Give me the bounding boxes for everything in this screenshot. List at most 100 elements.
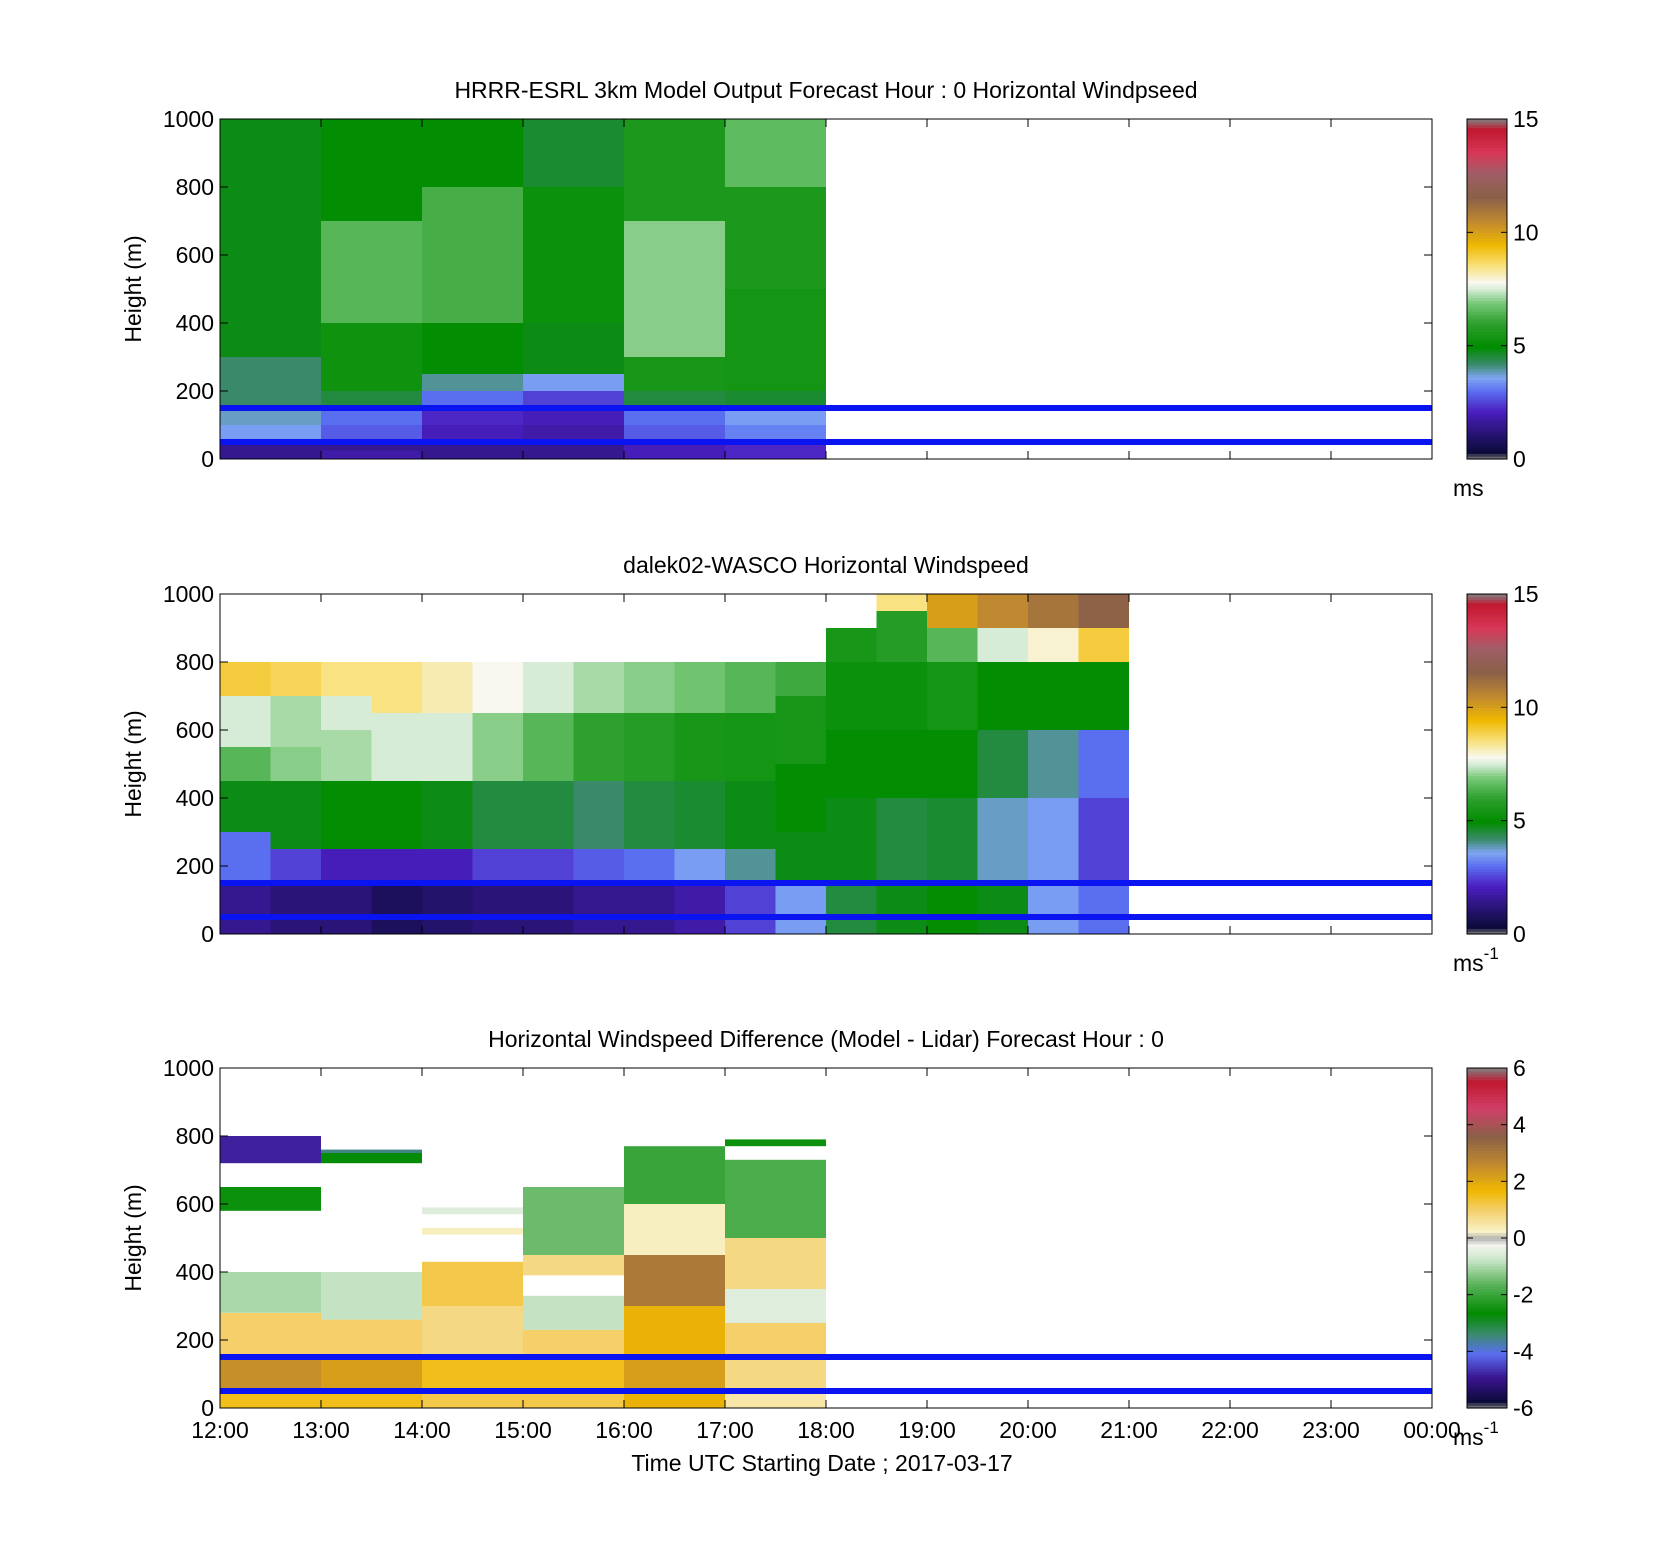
heatmap-cell: [472, 662, 523, 713]
heatmap-cells: [220, 594, 1129, 934]
heatmap-cell: [321, 442, 422, 451]
heatmap-cell: [321, 119, 422, 221]
x-tick-label: 15:00: [494, 1417, 552, 1443]
colorbar-tick-label: 10: [1513, 219, 1539, 245]
heatmap-cell: [270, 747, 321, 781]
heatmap-cell: [1078, 883, 1129, 934]
heatmap-cell: [573, 713, 624, 781]
heatmap-cell: [472, 849, 523, 883]
heatmap-cell: [321, 1149, 422, 1153]
colorbar: 0 5 10 15 ms-1: [1453, 581, 1539, 976]
heatmap-cell: [220, 832, 271, 883]
heatmap-cell: [321, 730, 372, 781]
heatmap-cell: [826, 628, 877, 662]
heatmap-cell: [220, 662, 271, 696]
heatmap-cell: [1028, 594, 1079, 628]
heatmap-cell: [1028, 883, 1079, 934]
heatmap-cell: [725, 1357, 826, 1391]
heatmap-cell: [876, 594, 927, 611]
heatmap-cell: [321, 1357, 422, 1391]
heatmap-cell: [270, 696, 321, 747]
heatmap-cell: [573, 662, 624, 713]
heatmap-cell: [927, 628, 978, 662]
heatmap-cell: [220, 1136, 321, 1164]
y-axis-label: Height (m): [120, 1184, 146, 1291]
x-tick-label: 20:00: [999, 1417, 1057, 1443]
heatmap-cell: [422, 408, 523, 425]
colorbar-units: ms-1: [1453, 944, 1499, 976]
panel-title: HRRR-ESRL 3km Model Output Forecast Hour…: [454, 77, 1197, 103]
colorbar-tick-label: 5: [1513, 333, 1526, 359]
y-tick-label: 600: [176, 1191, 214, 1217]
heatmap-cell: [523, 1357, 624, 1391]
colorbar-tick-label: -4: [1513, 1338, 1534, 1364]
heatmap-cell: [624, 442, 725, 451]
heatmap-cell: [472, 713, 523, 781]
heatmap-cell: [321, 450, 422, 459]
heatmap-cell: [977, 594, 1028, 628]
heatmap-cell: [573, 849, 624, 883]
y-axis-label: Height (m): [120, 710, 146, 817]
heatmap-cell: [220, 781, 271, 832]
heatmap-cell: [523, 1295, 624, 1330]
heatmap-cell: [624, 450, 725, 459]
heatmap-cell: [422, 119, 523, 187]
x-tick-label: 21:00: [1100, 1417, 1158, 1443]
heatmap-cell: [523, 119, 624, 187]
heatmap-cell: [321, 662, 372, 696]
colorbar-tick-label: 0: [1513, 1225, 1526, 1251]
heatmap-cell: [775, 883, 826, 934]
heatmap-cell: [927, 594, 978, 628]
heatmap-cell: [977, 883, 1028, 934]
heatmap-cell: [977, 628, 1028, 662]
y-tick-label: 400: [176, 785, 214, 811]
heatmap-cell: [876, 662, 927, 730]
colorbar-tick-label: 2: [1513, 1168, 1526, 1194]
heatmap-cell: [422, 391, 523, 408]
heatmap-cell: [624, 781, 675, 849]
heatmap-cell: [321, 781, 372, 849]
heatmap-cell: [624, 1391, 725, 1408]
x-tick-label: 16:00: [595, 1417, 653, 1443]
heatmap-cell: [876, 798, 927, 883]
heatmap-cell: [422, 849, 473, 883]
heatmap-cell: [321, 425, 422, 442]
heatmap-cell: [220, 1187, 321, 1211]
heatmap-cell: [1028, 662, 1079, 730]
heatmap-cell: [422, 781, 473, 849]
colorbar-tick-label: 5: [1513, 808, 1526, 834]
heatmap-cell: [220, 883, 271, 934]
colorbar-tick-label: 15: [1513, 106, 1539, 132]
heatmap-cell: [624, 1204, 725, 1255]
heatmap-cell: [1028, 628, 1079, 662]
colorbar-tick-label: 10: [1513, 694, 1539, 720]
heatmap-cell: [523, 442, 624, 451]
heatmap-cell: [725, 1391, 826, 1408]
x-tick-label: 00:00: [1403, 1417, 1461, 1443]
heatmap-cell: [977, 798, 1028, 883]
colorbar-tick-label: 0: [1513, 446, 1526, 472]
heatmap-cell: [725, 713, 776, 781]
heatmap-cell: [624, 391, 725, 408]
heatmap-cell: [1078, 628, 1129, 662]
heatmap-cell: [523, 849, 574, 883]
heatmap-cell: [220, 408, 321, 425]
y-tick-label: 800: [176, 1123, 214, 1149]
heatmap-cells: [220, 1136, 826, 1408]
heatmap-cell: [977, 730, 1028, 798]
heatmap-cell: [523, 662, 574, 713]
x-tick-label: 22:00: [1201, 1417, 1259, 1443]
heatmap-cell: [422, 883, 473, 934]
heatmap-cell: [624, 221, 725, 289]
heatmap-cell: [321, 391, 422, 408]
colorbar-tick-label: -6: [1513, 1395, 1533, 1421]
heatmap-cell: [624, 1255, 725, 1306]
heatmap-cell: [1078, 594, 1129, 628]
heatmap-cell: [573, 781, 624, 849]
colorbar-tick-label: 15: [1513, 581, 1539, 607]
heatmap-cell: [1078, 662, 1129, 730]
heatmap-cell: [725, 781, 776, 849]
x-tick-label: 19:00: [898, 1417, 956, 1443]
y-tick-label: 1000: [163, 106, 214, 132]
heatmap-cell: [220, 1272, 321, 1313]
